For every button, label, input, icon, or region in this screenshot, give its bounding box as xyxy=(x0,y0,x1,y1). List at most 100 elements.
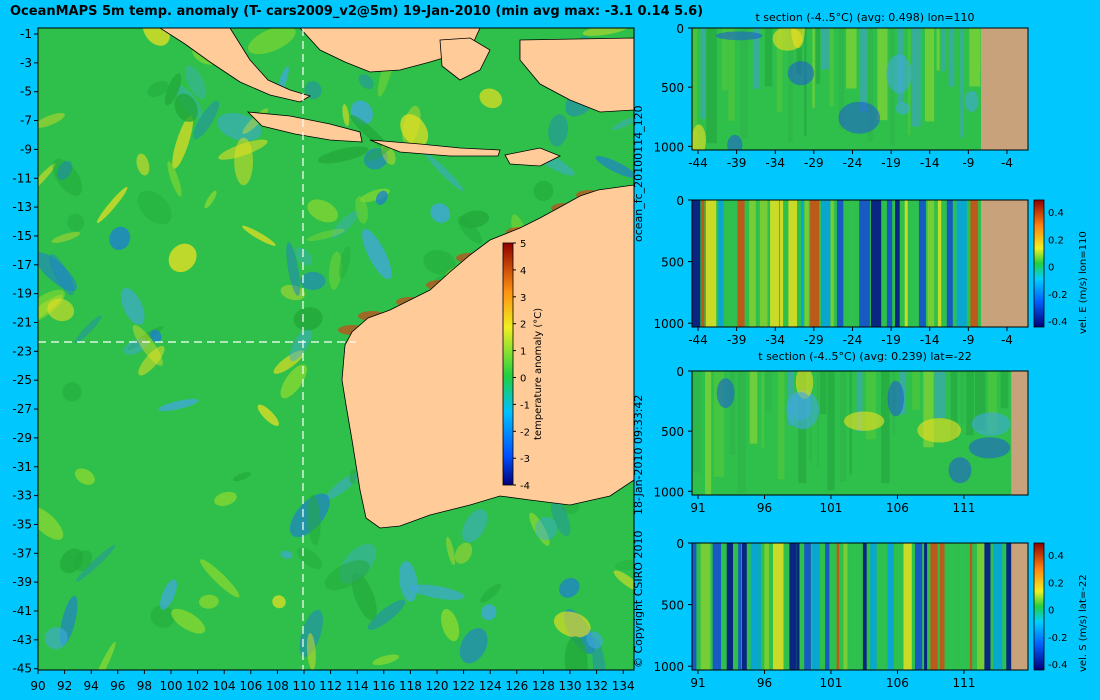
lon-tick-label: 110 xyxy=(293,679,316,693)
colorbar-label: temperature anomaly (°C) xyxy=(533,307,544,440)
lon-tick-label: 122 xyxy=(452,679,475,693)
temperature-map[interactable] xyxy=(15,9,643,693)
lon-section-tick: 106 xyxy=(886,676,909,690)
lat-tick-label: -3 xyxy=(20,56,32,70)
lon-tick-label: 94 xyxy=(84,679,99,693)
lat-section-tick: -44 xyxy=(688,333,708,347)
lat-tick-label: -27 xyxy=(12,402,32,416)
depth-tick-label: 1000 xyxy=(653,317,684,331)
lon-section-tick: 91 xyxy=(690,501,705,515)
lat-tick-label: -15 xyxy=(12,229,32,243)
lat-section-tick: -34 xyxy=(765,333,785,347)
lon-tick-label: 90 xyxy=(30,679,45,693)
colorbar-tick-label: 2 xyxy=(520,320,526,331)
lat-tick-label: -17 xyxy=(12,258,32,272)
lon-tick-label: 134 xyxy=(612,679,635,693)
velocity-colorbar xyxy=(1033,542,1045,671)
lat-tick-label: -5 xyxy=(20,85,32,99)
landmass xyxy=(159,28,634,670)
velocity-tick-label: 0.2 xyxy=(1048,235,1064,246)
temperature-colorbar: 5 4 3 2 1 0 -1 -2 -3 -4 xyxy=(502,239,530,492)
lon-section-tick: 106 xyxy=(886,501,909,515)
lat-section-tick: -24 xyxy=(843,333,863,347)
velocity-tick-label: -0.2 xyxy=(1048,290,1068,301)
depth-tick-label: 500 xyxy=(661,256,684,270)
lat-tick-label: -1 xyxy=(20,27,32,41)
colorbar-tick-label: 5 xyxy=(520,239,526,250)
vel-e-label: vel. E (m/s) lon=110 xyxy=(1078,231,1089,334)
section-panel-3[interactable]: 0 500 1000 91 96 101 106 111 0.4 0.2 0 -0.2 -0.4 xyxy=(653,537,1067,690)
velocity-tick-label: 0.4 xyxy=(1048,208,1064,219)
lon-tick-label: 112 xyxy=(319,679,342,693)
lat-section-tick: -44 xyxy=(688,156,708,170)
colorbar-tick-label: 0 xyxy=(520,374,526,385)
velocity-tick-label: 0.2 xyxy=(1048,578,1064,589)
colorbar-tick-label: 4 xyxy=(520,266,526,277)
depth-tick-label: 0 xyxy=(676,22,684,36)
lon-tick-label: 100 xyxy=(160,679,183,693)
lon-tick-label: 114 xyxy=(346,679,369,693)
colorbar-tick-label: -4 xyxy=(520,481,530,492)
colorbar-tick-label: 3 xyxy=(520,293,526,304)
lon-section-tick: 101 xyxy=(820,501,843,515)
lon-tick-label: 116 xyxy=(372,679,395,693)
velocity-tick-label: -0.2 xyxy=(1048,633,1068,644)
lon-section-tick: 96 xyxy=(757,676,772,690)
section-panel-1[interactable]: 0 500 1000 -44 -39 -34 -29 -24 -19 -14 -9 -4 0.4 0.2 0… xyxy=(653,194,1067,347)
lat-tick-label: -31 xyxy=(12,460,32,474)
map-title: OceanMAPS 5m temp. anomaly (T- cars2009_… xyxy=(10,4,704,19)
depth-tick-label: 1000 xyxy=(653,140,684,154)
lon-tick-label: 96 xyxy=(110,679,125,693)
lon-tick-label: 104 xyxy=(213,679,236,693)
lat-tick-label: -7 xyxy=(20,114,32,128)
lat-section-tick: -39 xyxy=(727,333,747,347)
lat-tick-label: -43 xyxy=(12,633,32,647)
vel-s-label: vel. S (m/s) lat=-22 xyxy=(1078,574,1089,672)
lon-tick-label: 128 xyxy=(532,679,555,693)
lon-tick-label: 108 xyxy=(266,679,289,693)
lat-section-tick: -29 xyxy=(804,156,824,170)
velocity-tick-label: 0 xyxy=(1048,263,1054,274)
lon-section-tick: 96 xyxy=(757,501,772,515)
depth-tick-label: 0 xyxy=(676,537,684,551)
lat-section-tick: -24 xyxy=(843,156,863,170)
colorbar-tick-label: -3 xyxy=(520,454,530,465)
lon-tick-label: 124 xyxy=(479,679,502,693)
date-stamp: 18-Jan-2010 09:33:42 xyxy=(632,394,645,515)
lat-section-tick: -19 xyxy=(881,333,901,347)
velocity-tick-label: -0.4 xyxy=(1048,317,1068,328)
lat-tick-label: -9 xyxy=(20,142,32,156)
section-panel-2[interactable]: 0 500 1000 91 96 101 106 111 xyxy=(653,365,1029,515)
section-crosshair xyxy=(38,28,356,670)
forecast-label: ocean_fc_20100114_120 xyxy=(632,105,645,242)
lat-tick-label: -41 xyxy=(12,604,32,618)
lat-section-tick: -34 xyxy=(765,156,785,170)
lat-section-tick: -14 xyxy=(920,156,940,170)
depth-tick-label: 0 xyxy=(676,365,684,379)
depth-tick-label: 500 xyxy=(661,81,684,95)
colorbar-tick-label: -1 xyxy=(520,400,530,411)
colorbar-tick-label: -2 xyxy=(520,427,530,438)
lon-tick-label: 130 xyxy=(559,679,582,693)
velocity-tick-label: 0.4 xyxy=(1048,551,1064,562)
lon-tick-label: 120 xyxy=(426,679,449,693)
latitude-axis: -1 -3 -5 -7 -9 -11 -13 -15 -17 -19 -21 -23 -25 -27 -29… xyxy=(12,27,38,676)
lat-section-tick: -9 xyxy=(962,156,974,170)
section-panel-0[interactable]: 0 500 1000 -44 -39 -34 -29 -24 -19 -14 -9 -4 xyxy=(653,9,1029,170)
depth-tick-label: 1000 xyxy=(653,660,684,674)
lat-tick-label: -19 xyxy=(12,287,32,301)
lon-section-tick: 101 xyxy=(820,676,843,690)
lat-tick-label: -13 xyxy=(12,200,32,214)
depth-tick-label: 1000 xyxy=(653,485,684,499)
lat-tick-label: -21 xyxy=(12,316,32,330)
lat-tick-label: -33 xyxy=(12,489,32,503)
lat-tick-label: -37 xyxy=(12,546,32,560)
copyright-label: © Copyright CSIRO 2010 xyxy=(632,530,645,668)
depth-tick-label: 500 xyxy=(661,425,684,439)
lat-section-tick: -14 xyxy=(920,333,940,347)
lat-tick-label: -25 xyxy=(12,373,32,387)
section-panels: 0 500 1000 -44 -39 -34 -29 -24 -19 -14 -9 -4 0 500 100… xyxy=(653,9,1067,690)
lat-section-tick: -9 xyxy=(962,333,974,347)
lon-tick-label: 92 xyxy=(57,679,72,693)
